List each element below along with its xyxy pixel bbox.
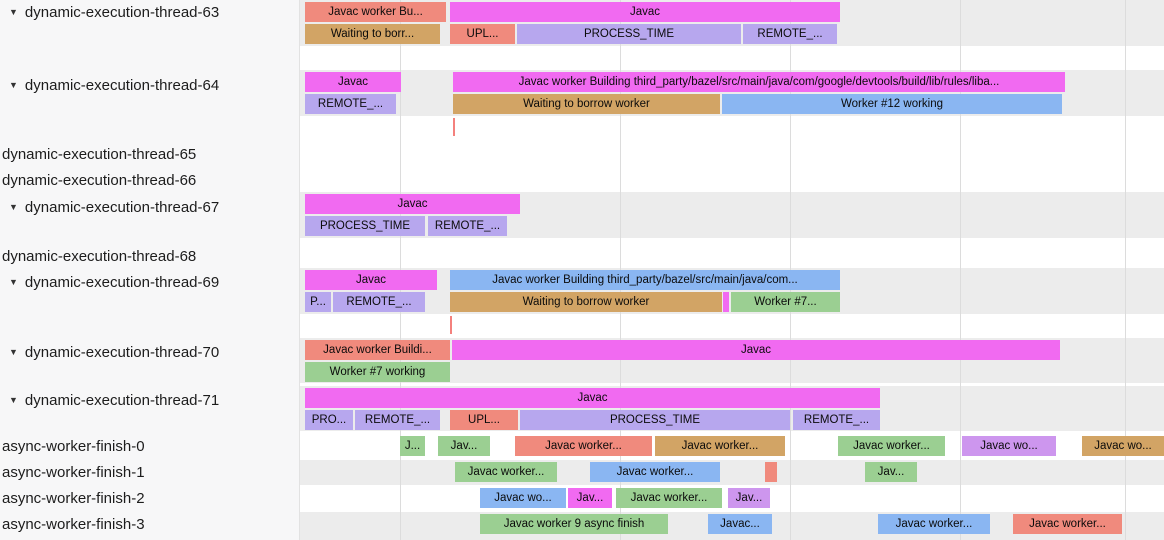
collapse-triangle-icon[interactable]: ▼ [9, 7, 18, 17]
collapse-triangle-icon[interactable]: ▼ [9, 202, 18, 212]
collapse-triangle-icon[interactable]: ▼ [9, 395, 18, 405]
trace-event[interactable]: Javac worker... [590, 462, 720, 482]
trace-event[interactable]: Worker #12 working [722, 94, 1062, 114]
track-label[interactable]: dynamic-execution-thread-66 [2, 171, 196, 191]
trace-event[interactable]: Javac wo... [1082, 436, 1164, 456]
trace-event[interactable]: PROCESS_TIME [517, 24, 741, 44]
trace-event[interactable]: Javac worker... [655, 436, 785, 456]
time-gridline [1125, 0, 1126, 540]
trace-event[interactable]: Javac worker... [1013, 514, 1122, 534]
trace-event[interactable]: UPL... [450, 24, 515, 44]
trace-event[interactable]: PRO... [305, 410, 353, 430]
trace-event[interactable]: Javac worker Bu... [305, 2, 446, 22]
trace-event[interactable]: Waiting to borrow worker [450, 292, 722, 312]
track-name: dynamic-execution-thread-64 [24, 77, 220, 94]
track-label[interactable]: async-worker-finish-0 [2, 437, 145, 457]
trace-event[interactable]: UPL... [450, 410, 518, 430]
timeline-area[interactable]: Javac worker Bu... Javac Waiting to borr..… [300, 0, 1164, 540]
trace-event[interactable]: PROCESS_TIME [305, 216, 425, 236]
track-label[interactable]: dynamic-execution-thread-65 [2, 145, 196, 165]
track-name: async-worker-finish-3 [2, 516, 145, 533]
trace-event[interactable]: Javac [305, 72, 401, 92]
trace-event[interactable]: Javac worker Building third_party/bazel/… [450, 270, 840, 290]
track-label[interactable]: async-worker-finish-1 [2, 463, 145, 483]
trace-event[interactable]: Jav... [865, 462, 917, 482]
flow-event-tick [453, 118, 455, 136]
trace-event[interactable]: Javac [450, 2, 840, 22]
trace-event[interactable]: REMOTE_... [743, 24, 837, 44]
trace-event[interactable]: Javac worker... [515, 436, 652, 456]
trace-event[interactable]: Javac [305, 388, 880, 408]
trace-event[interactable]: PROCESS_TIME [520, 410, 790, 430]
trace-event[interactable]: Javac worker Building third_party/bazel/… [453, 72, 1065, 92]
trace-event[interactable]: Waiting to borr... [305, 24, 440, 44]
track-label[interactable]: ▼ dynamic-execution-thread-69 [2, 272, 219, 292]
trace-event[interactable]: REMOTE_... [428, 216, 507, 236]
trace-event[interactable]: Jav... [438, 436, 490, 456]
track-label[interactable]: dynamic-execution-thread-68 [2, 247, 196, 267]
trace-event[interactable]: Worker #7... [731, 292, 840, 312]
trace-event[interactable]: Jav... [568, 488, 612, 508]
trace-event[interactable]: Javac... [708, 514, 772, 534]
trace-event[interactable]: Javac worker... [838, 436, 945, 456]
trace-event[interactable]: Javac wo... [480, 488, 566, 508]
trace-event[interactable]: REMOTE_... [355, 410, 440, 430]
track-label[interactable]: ▼ dynamic-execution-thread-71 [2, 390, 219, 410]
trace-event[interactable]: Waiting to borrow worker [453, 94, 720, 114]
trace-event[interactable]: Javac [452, 340, 1060, 360]
trace-event[interactable]: Javac [305, 270, 437, 290]
track-name: async-worker-finish-0 [2, 438, 145, 455]
trace-event[interactable]: Javac [305, 194, 520, 214]
track-label[interactable]: ▼ dynamic-execution-thread-64 [2, 75, 219, 95]
trace-event[interactable]: Javac worker... [455, 462, 557, 482]
track-name: dynamic-execution-thread-67 [24, 199, 220, 216]
track-name: dynamic-execution-thread-68 [2, 248, 197, 265]
collapse-triangle-icon[interactable]: ▼ [9, 347, 18, 357]
track-label[interactable]: async-worker-finish-2 [2, 489, 145, 509]
track-label[interactable]: ▼ dynamic-execution-thread-67 [2, 197, 219, 217]
trace-event[interactable]: P... [305, 292, 331, 312]
trace-event[interactable]: REMOTE_... [305, 94, 396, 114]
trace-event[interactable]: REMOTE_... [793, 410, 880, 430]
trace-event[interactable]: Worker #7 working [305, 362, 450, 382]
flow-event-tick [450, 316, 452, 334]
trace-event[interactable]: Javac wo... [962, 436, 1056, 456]
trace-event[interactable]: Jav... [728, 488, 770, 508]
track-sidebar: ▼ dynamic-execution-thread-63 ▼ dynamic-exe… [0, 0, 300, 540]
track-name: dynamic-execution-thread-66 [2, 172, 197, 189]
track-name: dynamic-execution-thread-70 [24, 344, 220, 361]
time-gridline [960, 0, 961, 540]
trace-event[interactable] [765, 462, 777, 482]
trace-event[interactable]: REMOTE_... [333, 292, 425, 312]
track-label[interactable]: ▼ dynamic-execution-thread-70 [2, 342, 219, 362]
track-background-strip [300, 460, 1164, 485]
trace-event[interactable]: Javac worker... [616, 488, 722, 508]
track-name: dynamic-execution-thread-71 [24, 392, 220, 409]
track-label[interactable]: async-worker-finish-3 [2, 515, 145, 535]
collapse-triangle-icon[interactable]: ▼ [9, 277, 18, 287]
track-name: dynamic-execution-thread-65 [2, 146, 197, 163]
track-label[interactable]: ▼ dynamic-execution-thread-63 [2, 2, 219, 22]
track-name: dynamic-execution-thread-69 [24, 274, 220, 291]
trace-event[interactable]: Javac worker 9 async finish [480, 514, 668, 534]
trace-event[interactable]: Javac worker Buildi... [305, 340, 450, 360]
trace-event[interactable]: J... [400, 436, 425, 456]
collapse-triangle-icon[interactable]: ▼ [9, 80, 18, 90]
track-name: async-worker-finish-1 [2, 464, 145, 481]
trace-event[interactable]: Javac worker... [878, 514, 990, 534]
trace-event[interactable] [723, 292, 729, 312]
track-name: dynamic-execution-thread-63 [24, 4, 220, 21]
track-name: async-worker-finish-2 [2, 490, 145, 507]
